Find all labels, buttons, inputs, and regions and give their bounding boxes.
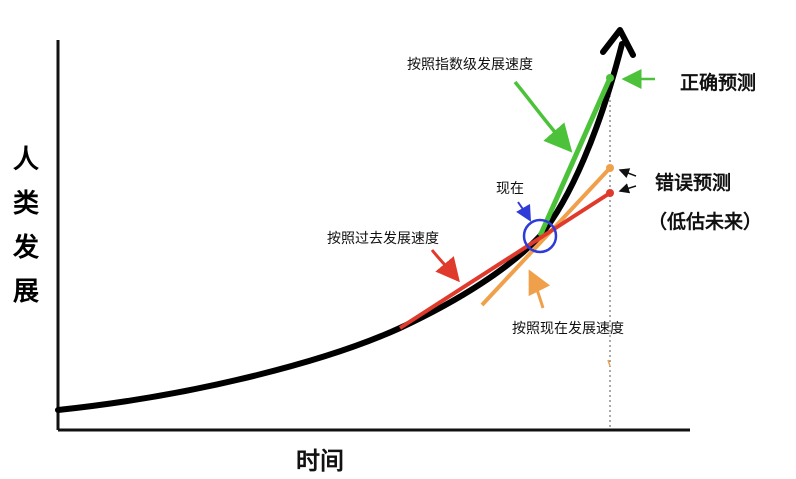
past-speed-line <box>398 191 612 330</box>
current-speed-endpoint <box>606 164 614 172</box>
underestimate-label: （低估未来） <box>648 211 763 233</box>
wrong-prediction-arrow-1 <box>618 168 637 179</box>
now-marker-circle <box>522 218 558 254</box>
x-axis-label: 时间 <box>296 447 344 475</box>
y-axis-label: 人类发展 <box>12 145 39 307</box>
current-speed-label: 按照现在发展速度 <box>512 321 624 337</box>
wrong-prediction-arrow-2 <box>618 183 637 194</box>
now-arrow <box>516 201 531 222</box>
curve-arrowhead <box>600 27 636 58</box>
correct-prediction-label: 正确预测 <box>680 72 757 94</box>
exponential-speed-arrow <box>513 80 573 153</box>
exponential-curve <box>55 41 625 413</box>
current-speed-arrow <box>528 269 551 309</box>
small-orange-tick <box>607 359 611 367</box>
past-speed-arrow <box>430 249 460 283</box>
exponential-speed-label: 按照指数级发展速度 <box>407 57 533 73</box>
wrong-prediction-label: 错误预测 <box>655 172 732 194</box>
past-speed-label: 按照过去发展速度 <box>327 231 439 247</box>
now-label: 现在 <box>496 181 524 197</box>
past-speed-endpoint <box>606 189 614 197</box>
exponential-endpoint <box>606 74 614 82</box>
exponential-speed-line <box>537 76 613 238</box>
